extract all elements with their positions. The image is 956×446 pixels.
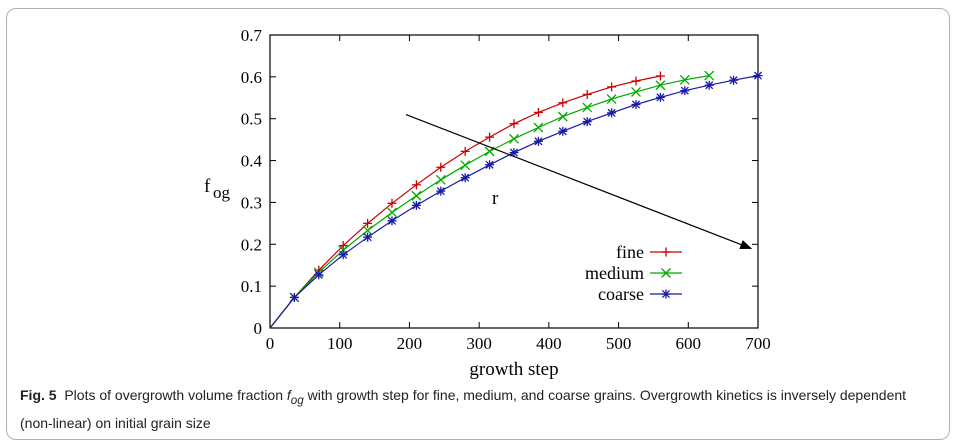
data-point-coarse — [680, 86, 690, 96]
x-tick-label: 0 — [266, 334, 275, 353]
data-point-coarse — [631, 99, 641, 109]
data-point-coarse — [558, 126, 568, 136]
data-point-coarse — [729, 75, 739, 85]
plot-border — [269, 34, 759, 329]
data-point-coarse — [436, 186, 446, 196]
data-point-coarse — [485, 160, 495, 170]
data-point-medium — [631, 86, 641, 97]
data-point-coarse — [753, 71, 763, 81]
chart-series — [269, 70, 763, 329]
x-axis-label: growth step — [469, 359, 558, 380]
data-point-medium — [509, 133, 519, 144]
data-point-coarse — [655, 92, 665, 102]
data-point-coarse — [411, 200, 421, 210]
data-point-medium — [655, 80, 666, 91]
data-point-coarse — [460, 173, 470, 183]
x-tick-label: 700 — [745, 334, 771, 353]
data-point-fine — [411, 180, 421, 190]
y-tick-label: 0.4 — [241, 152, 263, 171]
data-point-fine — [558, 98, 568, 108]
data-point-medium — [606, 94, 617, 105]
data-point-medium — [435, 174, 446, 185]
legend-marker-medium — [661, 268, 671, 278]
y-tick-label: 0 — [254, 319, 263, 338]
data-point-medium — [704, 70, 715, 81]
data-point-fine — [338, 241, 348, 251]
data-point-coarse — [607, 108, 617, 118]
x-tick-label: 100 — [327, 334, 353, 353]
legend-marker-coarse — [661, 289, 671, 299]
data-point-fine — [533, 107, 543, 117]
data-point-fine — [485, 132, 495, 142]
y-tick-label: 0.7 — [241, 26, 263, 45]
chart-annotation: r — [405, 113, 753, 250]
caption-label: Fig. 5 — [20, 387, 57, 403]
data-point-coarse — [582, 117, 592, 127]
data-point-fine — [509, 119, 519, 129]
data-point-fine — [436, 162, 446, 172]
y-axis-label: f — [204, 176, 211, 197]
data-point-coarse — [533, 136, 543, 146]
data-point-fine — [363, 218, 373, 228]
data-point-coarse — [363, 232, 373, 242]
figure-caption: Fig. 5 Plots of overgrowth volume fracti… — [20, 384, 920, 434]
data-point-medium — [460, 160, 471, 171]
caption-symbol-sub: og — [290, 393, 304, 407]
data-point-coarse — [289, 292, 299, 302]
x-tick-label: 300 — [466, 334, 492, 353]
legend-label-fine: fine — [616, 242, 644, 262]
x-tick-label: 500 — [606, 334, 632, 353]
trend-arrow — [405, 113, 753, 250]
data-point-fine — [387, 198, 397, 208]
series-line-coarse — [269, 75, 759, 329]
series-coarse — [269, 71, 763, 329]
y-tick-label: 0.6 — [241, 68, 262, 87]
data-point-coarse — [704, 80, 714, 90]
x-tick-label: 400 — [536, 334, 562, 353]
data-point-medium — [679, 74, 690, 85]
y-axis-label-sub: og — [213, 183, 231, 202]
legend-marker-fine — [661, 247, 671, 257]
data-point-coarse — [314, 270, 324, 280]
y-tick-label: 0.3 — [241, 193, 262, 212]
data-point-medium — [411, 190, 422, 201]
data-point-medium — [533, 122, 544, 133]
data-point-coarse — [387, 216, 397, 226]
x-tick-label: 600 — [676, 334, 702, 353]
data-point-coarse — [338, 250, 348, 260]
caption-text-after: with growth step for fine, medium, and c… — [20, 387, 907, 431]
data-point-fine — [460, 146, 470, 156]
y-tick-label: 0.1 — [241, 277, 262, 296]
data-point-medium — [557, 111, 568, 122]
series-medium — [269, 70, 715, 329]
chart-axes: 0 100 200 300 400 500 600 700 0 0.1 0.2 0.3 0.4 0.5 0.… — [204, 26, 771, 380]
figure-frame — [6, 8, 950, 440]
data-point-fine — [582, 89, 592, 99]
data-point-medium — [387, 207, 397, 218]
data-point-medium — [582, 102, 593, 113]
data-point-fine — [631, 76, 641, 86]
y-tick-label: 0.2 — [241, 235, 262, 254]
arrow-label: r — [492, 188, 499, 209]
caption-text-before: Plots of overgrowth volume fraction — [64, 387, 287, 403]
x-tick-label: 200 — [397, 334, 423, 353]
caption-symbol: f — [286, 387, 291, 403]
data-point-fine — [607, 82, 617, 92]
y-tick-label: 0.5 — [241, 110, 262, 129]
legend-label-coarse: coarse — [598, 284, 644, 304]
legend-label-medium: medium — [585, 263, 644, 283]
data-point-fine — [655, 71, 665, 81]
